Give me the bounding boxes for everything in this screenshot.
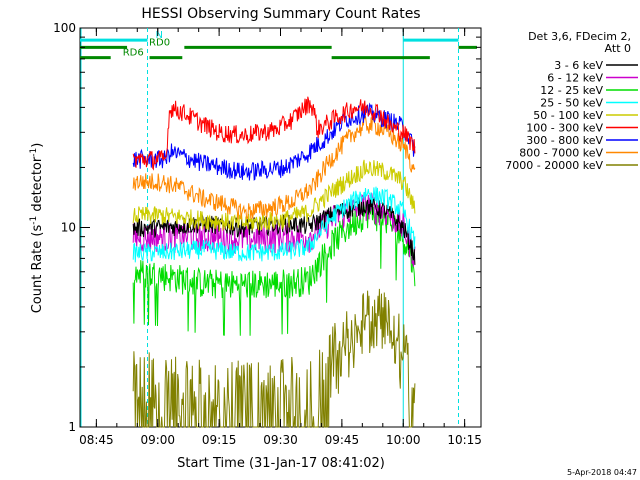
series-line [132,288,416,428]
series-7000-20000-kev [132,288,416,428]
series-3-6-kev [132,197,416,265]
legend-label: 100 - 300 keV [526,122,603,135]
legend-label: 50 - 100 keV [533,109,603,122]
legend-header-line2: Att 0 [605,42,631,55]
legend-label: 800 - 7000 keV [519,147,603,160]
y-axis-label-mid: detector [30,156,45,216]
legend-label: 300 - 800 keV [526,134,603,147]
y-tick-label: 100 [53,21,76,35]
series-12-25-kev [132,201,416,336]
series-100-300-kev [132,96,416,171]
x-tick-label: 10:00 [386,433,421,447]
series-line [132,197,416,265]
series-800-7000-kev [132,114,416,220]
legend-label: 6 - 12 keV [547,72,603,85]
y-axis-label-end: ) [30,143,45,148]
y-axis-label-main: Count Rate (s [30,225,45,314]
series-layer [132,96,416,428]
footer-date: 5-Apr-2018 04:47 [567,468,637,477]
y-tick-label: 10 [61,221,76,235]
series-50-100-kev [132,159,416,231]
x-axis-label: Start Time (31-Jan-17 08:41:02) [177,456,385,471]
axis-ticks: 08:45 09:00 09:15 09:30 09:45 10:00 10:15 1 10 10… [53,21,482,447]
chart-title: HESSI Observing Summary Count Rates [141,6,420,22]
y-axis-label-sup1: -1 [29,216,39,225]
x-tick-label: 09:30 [263,433,298,447]
legend-header-line1: Det 3,6, FDecim 2, [528,30,631,43]
x-tick-label: 09:00 [140,433,175,447]
series-line [132,159,416,231]
y-axis-label: Count Rate (s-1 detector-1) [29,143,45,314]
legend-label: 12 - 25 keV [540,84,603,97]
legend-label: 25 - 50 keV [540,97,603,110]
series-line [132,96,416,171]
series-line [132,114,416,220]
x-tick-label: 08:45 [79,433,114,447]
series-line [132,201,416,336]
x-tick-label: 09:15 [202,433,237,447]
legend-label: 3 - 6 keV [554,59,603,72]
x-tick-label: 09:45 [325,433,360,447]
series-line [132,186,416,263]
bar-label-rd0: RD0 [149,37,170,48]
series-25-50-kev [132,186,416,263]
y-tick-label: 1 [68,420,76,434]
y-axis-label-sup2: -1 [29,148,39,157]
bar-label-rd6: RD6 [123,48,144,59]
legend-label: 7000 - 20000 keV [505,159,603,172]
x-tick-label: 10:15 [447,433,482,447]
bar-label-n: N [156,30,163,41]
